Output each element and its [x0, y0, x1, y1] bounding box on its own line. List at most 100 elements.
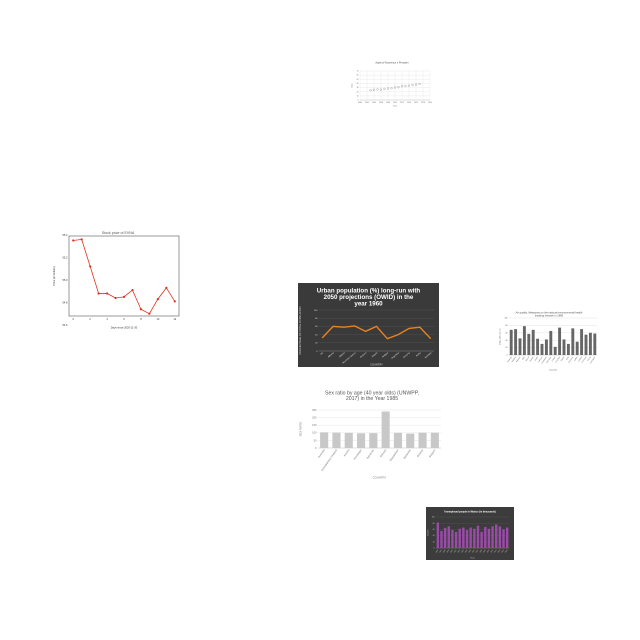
- y-tick-label: 80: [506, 325, 508, 327]
- x-tick-label: Belgium: [428, 448, 437, 458]
- y-tick-label: 100: [432, 517, 435, 519]
- x-tick-label: 2000: [358, 102, 362, 104]
- data-point: [72, 239, 75, 242]
- chart-title: 2017) in the Year 1985: [346, 396, 398, 402]
- x-tick-label: UK: [320, 352, 324, 356]
- x-tick-label: Algeria: [338, 351, 346, 358]
- x-tick-label: 2012: [494, 549, 498, 553]
- bar: [440, 530, 443, 548]
- y-axis-label: Value: [351, 83, 353, 87]
- x-tick-label: Albania: [327, 351, 335, 358]
- x-tick-label: Coosa: [587, 356, 592, 361]
- y-tick-label: 40: [433, 535, 435, 537]
- bar: [498, 526, 502, 548]
- x-tick-label: 2: [89, 317, 91, 321]
- y-tick-label: 55.2: [62, 255, 68, 259]
- data-point: [397, 86, 400, 89]
- bar: [473, 528, 476, 548]
- chart-air-quality: Air quality: Measures on the national en…: [498, 308, 600, 372]
- y-tick-label: 54.6: [62, 323, 68, 327]
- chart-title: tracking network in 1989: [535, 313, 564, 317]
- x-tick-label: Cleburne: [568, 356, 574, 363]
- x-tick-label: 2006: [379, 102, 383, 104]
- x-tick-label: Azerbaijan: [352, 448, 363, 461]
- x-tick-label: Calhoun: [538, 356, 543, 363]
- bar: [332, 432, 341, 448]
- x-tick-label: 2004: [372, 102, 376, 104]
- bar: [406, 433, 415, 448]
- data-point: [156, 297, 159, 301]
- chart-urban-population: Urban population (%) long-run with 2050 p…: [298, 283, 439, 367]
- bar: [487, 528, 491, 548]
- data-point: [383, 87, 386, 90]
- bar: [531, 329, 535, 355]
- x-tick-label: 1999: [446, 549, 450, 553]
- y-tick-label: 55.0: [62, 278, 68, 282]
- bar: [514, 329, 518, 355]
- x-tick-label: Aruba: [415, 351, 422, 358]
- x-tick-label: 2010: [393, 102, 397, 104]
- x-tick-label: Antigua: [381, 351, 389, 359]
- x-tick-label: Baldwin: [512, 356, 517, 362]
- data-point: [105, 292, 109, 295]
- y-tick-label: 0: [316, 351, 318, 353]
- bar: [484, 526, 487, 548]
- y-tick-label: 250: [312, 408, 317, 412]
- chart-title: Sex ratio by age (40 year olds) (UNWPP,: [325, 390, 419, 396]
- x-tick-label: 2015: [505, 549, 509, 553]
- y-tick-label: 40: [357, 83, 359, 85]
- bar: [536, 338, 540, 355]
- data-point: [407, 84, 411, 87]
- x-tick-label: Covington: [589, 356, 596, 364]
- bar: [443, 527, 447, 548]
- data-point: [386, 87, 390, 90]
- x-tick-label: 2014: [407, 102, 411, 104]
- y-tick-label: 30: [357, 87, 359, 89]
- x-axis-label: COUNTRY: [373, 476, 387, 480]
- data-point: [148, 312, 151, 315]
- x-tick-label: 2018: [421, 102, 425, 104]
- y-tick-label: 60: [506, 332, 508, 334]
- x-axis-label: COUNTRY: [370, 363, 383, 367]
- x-tick-label: Bangladesh: [388, 448, 399, 462]
- y-tick-label: 60: [357, 75, 359, 77]
- bar: [418, 432, 427, 448]
- data-point: [404, 84, 407, 88]
- data-point: [369, 89, 372, 92]
- y-tick-label: 0: [434, 548, 435, 550]
- y-tick-label: 50: [357, 79, 359, 81]
- x-tick-label: 2010: [487, 549, 491, 553]
- x-tick-label: Australia: [317, 448, 326, 459]
- bar: [369, 433, 378, 448]
- data-point: [393, 86, 397, 89]
- data-point: [131, 288, 134, 292]
- bar: [518, 338, 522, 355]
- x-tick-label: 2004: [465, 549, 469, 553]
- bar: [571, 328, 575, 355]
- bar: [509, 329, 513, 355]
- x-tick-label: Bibb: [522, 356, 526, 360]
- x-tick-label: Argentina: [391, 351, 401, 360]
- chart-title: Stock price of EVNA: [102, 231, 135, 235]
- bar: [562, 339, 566, 355]
- y-tick-label: 0: [358, 100, 359, 102]
- bar: [458, 528, 461, 548]
- x-tick-label: Cherokee: [546, 356, 552, 364]
- bar: [566, 343, 570, 355]
- data-point: [173, 300, 176, 303]
- x-tick-label: 2008: [479, 549, 483, 553]
- y-axis-label: SEX RATIO: [298, 421, 302, 437]
- x-tick-label: 2002: [365, 102, 369, 104]
- chart-scatter-vary: Agea of Ascemico s Prosaen 0 10 20 30 40 50 60 7…: [350, 58, 434, 108]
- bar: [320, 432, 329, 448]
- x-tick-label: 12: [173, 317, 176, 321]
- data-point: [122, 295, 126, 298]
- x-tick-label: Bahamas: [365, 448, 375, 460]
- data-point: [139, 308, 143, 311]
- chart-stock-price: Stock price of EVNA 54.6 54.8 55.0 55.2 55.4 D…: [52, 227, 184, 330]
- y-tick-label: 40: [506, 340, 508, 342]
- x-tick-label: 2011: [490, 549, 494, 553]
- x-tick-label: Barbour: [516, 356, 522, 363]
- y-axis-label: Number: [427, 529, 429, 536]
- y-tick-label: 20: [315, 343, 318, 345]
